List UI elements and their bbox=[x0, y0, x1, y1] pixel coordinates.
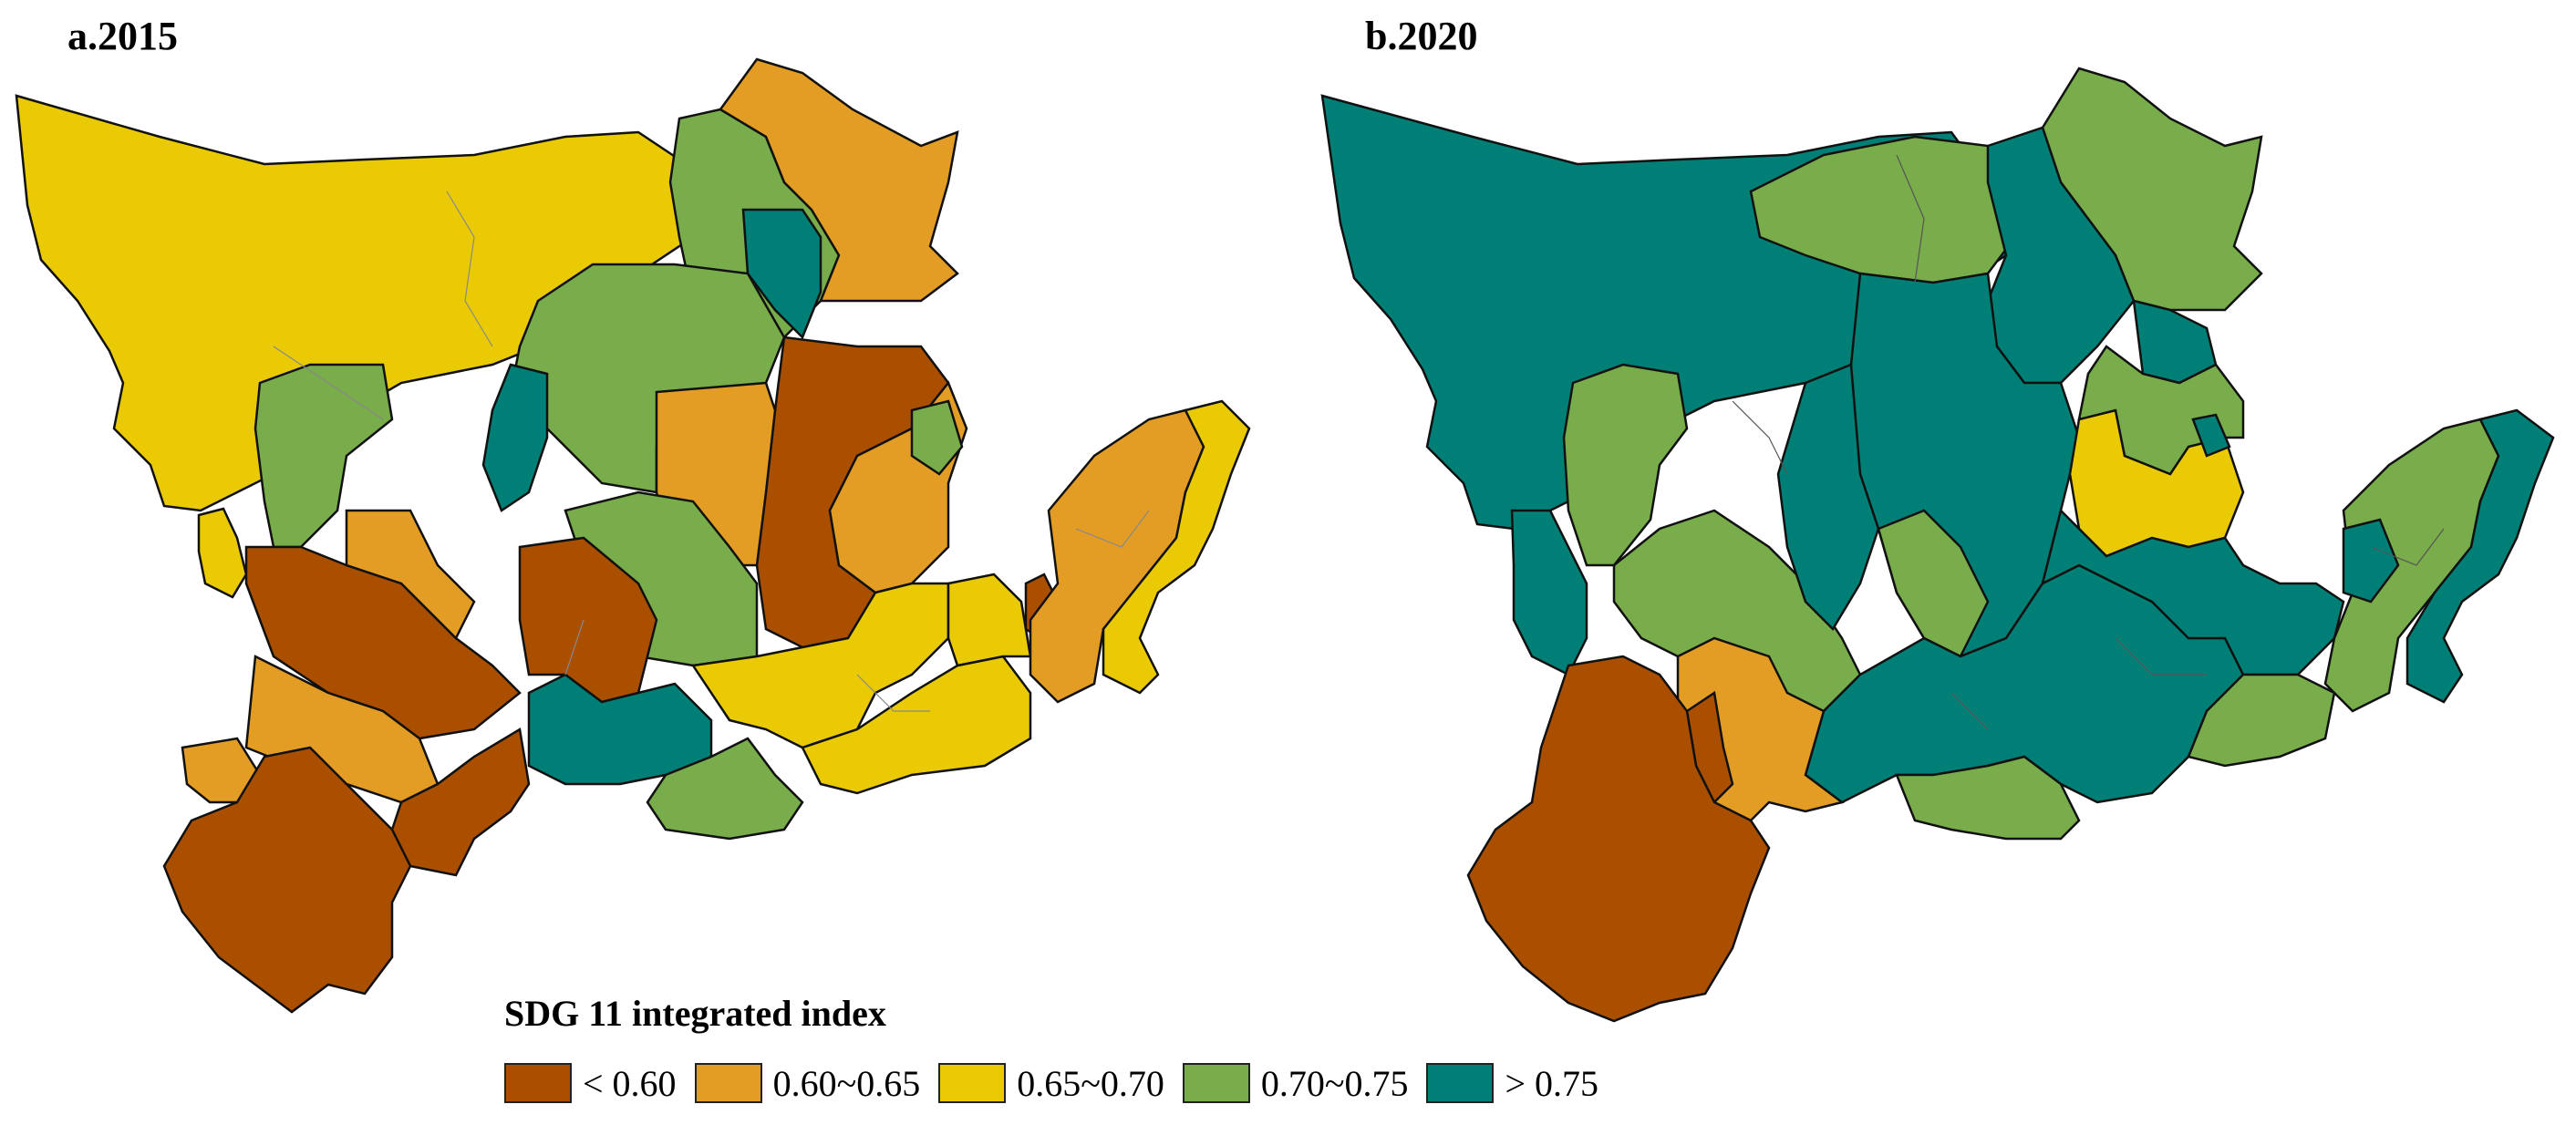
map-region bbox=[2191, 413, 2231, 458]
legend-swatch bbox=[1182, 1063, 1250, 1103]
legend-label: 0.60~0.65 bbox=[772, 1062, 921, 1104]
map-region bbox=[801, 655, 1032, 795]
legend-label: 0.70~0.75 bbox=[1260, 1062, 1409, 1104]
legend-title: SDG 11 integrated index bbox=[504, 993, 886, 1034]
district-boundaries bbox=[1732, 154, 2445, 730]
map-region bbox=[690, 582, 950, 749]
map-2015 bbox=[15, 57, 1251, 1014]
map-region bbox=[1510, 509, 1588, 676]
panel-a-title: a.2015 bbox=[67, 14, 178, 58]
map-region bbox=[910, 399, 964, 476]
legend-swatch bbox=[504, 1063, 572, 1103]
legend-label: 0.65~0.70 bbox=[1017, 1062, 1164, 1104]
map-region bbox=[2342, 518, 2400, 604]
map-region bbox=[527, 673, 713, 786]
legend: < 0.60 0.60~0.65 0.65~0.70 0.70~0.75 > 0… bbox=[504, 1058, 1617, 1109]
map-region bbox=[1895, 755, 2081, 841]
map-region bbox=[345, 509, 476, 641]
map-region bbox=[481, 363, 549, 512]
legend-swatch bbox=[1426, 1063, 1495, 1103]
district-boundaries bbox=[273, 191, 1150, 712]
map-region bbox=[1986, 126, 2136, 385]
map-region bbox=[646, 737, 804, 841]
map-region bbox=[1102, 399, 1251, 695]
legend-item: 0.70~0.75 bbox=[1182, 1062, 1409, 1105]
map-region bbox=[162, 746, 412, 1014]
map-region bbox=[719, 57, 959, 303]
legend-swatch bbox=[938, 1063, 1007, 1103]
map-region bbox=[1776, 363, 1880, 632]
map-region bbox=[2187, 673, 2336, 768]
map-region bbox=[1749, 135, 2017, 284]
legend-item: 0.65~0.70 bbox=[938, 1062, 1164, 1105]
map-region bbox=[2405, 408, 2555, 704]
legend-label: > 0.75 bbox=[1505, 1062, 1599, 1104]
map-region bbox=[947, 573, 1032, 667]
legend-item: > 0.75 bbox=[1426, 1062, 1598, 1105]
map-region bbox=[197, 507, 248, 599]
legend-label: < 0.60 bbox=[583, 1062, 677, 1104]
legend-item: 0.60~0.65 bbox=[694, 1062, 921, 1105]
map-region bbox=[1562, 363, 1689, 567]
map-region bbox=[253, 363, 394, 549]
map-region bbox=[1877, 509, 1990, 658]
legend-swatch bbox=[694, 1063, 762, 1103]
legend-item: < 0.60 bbox=[504, 1062, 677, 1105]
panel-b-title: b.2020 bbox=[1365, 14, 1478, 58]
map-region bbox=[1466, 655, 1771, 1023]
map-2020 bbox=[1320, 67, 2555, 1023]
